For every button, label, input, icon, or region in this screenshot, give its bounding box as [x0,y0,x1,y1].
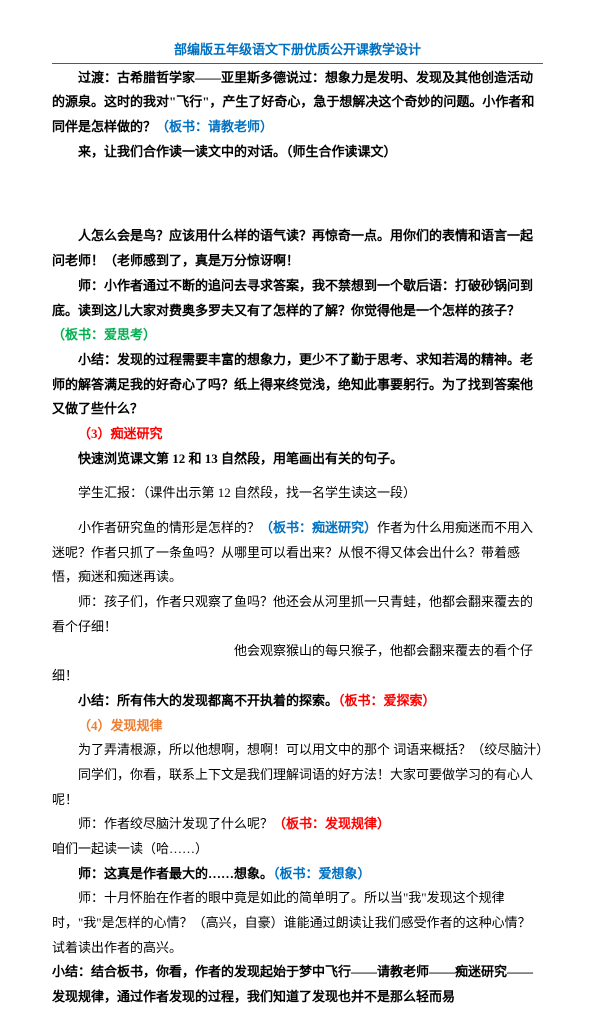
para-final-summary: 小结：结合板书，你看，作者的发现起始于梦中飞行——请教老师——痴迷研究——发现规… [52,960,543,1009]
para-summary-2: 小结：所有伟大的发现都离不开执着的探索。（板书：爱探索） [52,689,543,714]
page-header: 部编版五年级语文下册优质公开课教学设计 [52,38,543,64]
board-obsessed: （板书：痴迷研究） [260,520,377,535]
para-bird-question: 人怎么会是鸟？应该用什么样的语气读？再惊奇一点。用你们的表情和语言一起问老师！（… [52,224,543,273]
para-root-cause: 为了弄清根源，所以他想啊，想啊！可以用文中的那个 词语来概括？（绞尽脑汁） [52,738,543,763]
para-discover-rule: 师：作者绞尽脑汁发现了什么呢？（板书：发现规律） 咱们一起读一读（哈……） [52,812,543,861]
para-student-report: 学生汇报：（课件出示第 12 自然段，找一名学生读这一段） [52,481,543,506]
transition-text: 过渡：古希腊哲学家——亚里斯多德说过：想象力是发明、发现及其他创造活动的源泉。这… [52,70,534,134]
fish-a: 小作者研究鱼的情形是怎样的？ [78,520,260,535]
bird-question-b: （老师感到了，真是万分惊讶啊！ [104,253,299,268]
imagine-a: 师：这真是作者最大的……想象。 [78,866,273,881]
section-4-title: （4）发现规律 [52,714,543,739]
para-fish-study: 小作者研究鱼的情形是怎样的？（板书：痴迷研究）作者为什么用痴迷而不用入迷呢？作者… [52,516,543,590]
board-love-think: （板书：爱思考） [52,327,156,342]
board-ask-teacher: （板书：请教老师） [156,119,273,134]
para-imagine: 师：这真是作者最大的……想象。（板书：爱想象） [52,862,543,887]
board-love-imagine: （板书：爱想象） [273,866,371,881]
para-context-method: 同学们，你看，联系上下文是我们理解词语的好方法！大家可要做学习的有心人呢！ [52,763,543,812]
blank-gap [52,164,543,224]
para-coop-read: 来，让我们合作读一读文中的对话。（师生合作读课文） [52,140,543,165]
para-observe-monkey: 他会观察猴山的每只猴子，他都会翻来覆去的看个仔细！ [52,639,543,688]
para-transition: 过渡：古希腊哲学家——亚里斯多德说过：想象力是发明、发现及其他创造活动的源泉。这… [52,66,543,140]
para-browse: 快速浏览课文第 12 和 13 自然段，用笔画出有关的句子。 [52,447,543,472]
board-discover-rule: （板书：发现规律） [273,816,390,831]
board-love-explore: （板书：爱探索） [338,693,436,708]
para-teacher-followup: 师：小作者通过不断的追问去寻求答案，我不禁想到一个歇后语：打破砂锅问到底。读到这… [52,274,543,348]
discover-a: 师：作者绞尽脑汁发现了什么呢？ [78,816,273,831]
summary2-a: 小结：所有伟大的发现都离不开执着的探索。 [78,693,338,708]
para-observe-frog: 师：孩子们，作者只观察了鱼吗？他还会从河里抓一只青蛙，他都会翻来覆去的看个仔细！ [52,590,543,639]
discover-c: 咱们一起读一读（哈……） [52,841,208,856]
header-title: 部编版五年级语文下册优质公开课教学设计 [174,42,421,57]
para-summary-1: 小结：发现的过程需要丰富的想象力，更少不了勤于思考、求知若渴的精神。老师的解答满… [52,348,543,422]
monkey-text: 他会观察猴山的每只猴子，他都会翻来覆去的看个仔细！ [52,643,533,683]
followup-text: 师：小作者通过不断的追问去寻求答案，我不禁想到一个歇后语：打破砂锅问到底。读到这… [52,278,533,318]
para-pregnancy: 师：十月怀胎在作者的眼中竟是如此的简单明了。所以当"我"发现这个规律时，"我"是… [52,886,543,960]
section-3-title: （3）痴迷研究 [52,422,543,447]
